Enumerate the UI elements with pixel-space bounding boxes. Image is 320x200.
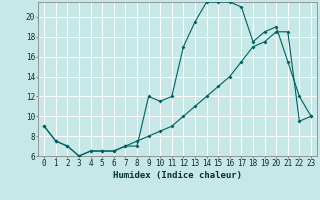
X-axis label: Humidex (Indice chaleur): Humidex (Indice chaleur) [113, 171, 242, 180]
